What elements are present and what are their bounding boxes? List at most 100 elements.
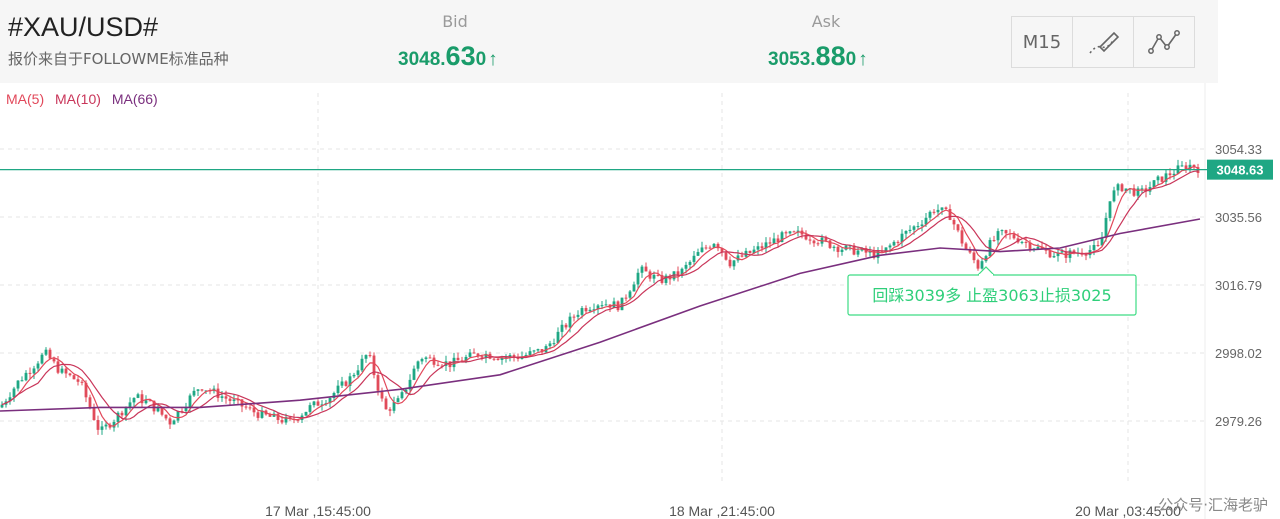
candle-body — [176, 411, 180, 421]
candle-body — [932, 211, 936, 213]
candle-body — [140, 394, 144, 404]
candle-body — [148, 400, 152, 402]
candle-body — [372, 355, 376, 376]
timeframe-button[interactable]: M15 — [1012, 17, 1073, 67]
candle-body — [136, 394, 140, 398]
candle-body — [400, 392, 404, 399]
brush-icon[interactable] — [1073, 17, 1134, 67]
candle-body — [1104, 217, 1108, 238]
candle-body — [644, 266, 648, 272]
candle-body — [720, 248, 724, 253]
candle-body — [940, 207, 944, 210]
candle-body — [244, 406, 248, 408]
candle-body — [1052, 256, 1056, 258]
candle-body — [996, 231, 1000, 241]
candle-body — [584, 308, 588, 312]
x-tick-label: 18 Mar ,21:45:00 — [669, 503, 775, 519]
candle-body — [964, 243, 968, 250]
candle-body — [52, 358, 56, 362]
candle-body — [68, 373, 72, 376]
candle-body — [344, 381, 348, 386]
candle-body — [24, 372, 28, 381]
candle-body — [1040, 246, 1044, 249]
candle-body — [240, 399, 244, 407]
annotation-pointer — [977, 266, 995, 276]
ask-price-fraction: 0 — [845, 49, 857, 70]
candle-body — [788, 231, 792, 234]
bid-price-pips: 63 — [445, 41, 476, 71]
candle-body — [296, 419, 300, 421]
candle-body — [692, 255, 696, 262]
candle-body — [36, 363, 40, 369]
candle-body — [892, 241, 896, 246]
candle-body — [48, 349, 52, 359]
candle-body — [256, 412, 260, 418]
candle-body — [464, 356, 468, 362]
candle-body — [132, 397, 136, 403]
candle-body — [248, 407, 252, 409]
indicator-legend: MA(5) MA(10) MA(66) — [6, 91, 165, 107]
candle-body — [688, 261, 692, 265]
y-tick-label: 2998.02 — [1215, 346, 1262, 361]
candle-body — [1044, 248, 1048, 251]
candle-body — [528, 351, 532, 355]
candle-body — [728, 259, 732, 267]
candle-body — [268, 414, 272, 417]
candle-body — [564, 324, 568, 328]
candle-body — [548, 343, 552, 347]
candle-body — [56, 361, 60, 373]
candle-body — [1036, 246, 1040, 249]
candle-body — [196, 389, 200, 391]
candle-body — [976, 260, 980, 269]
candle-body — [580, 308, 584, 315]
candle-body — [284, 417, 288, 423]
candle-body — [624, 297, 628, 299]
candle-body — [348, 376, 352, 386]
candle-body — [428, 357, 432, 359]
candle-body — [404, 389, 408, 393]
candle-body — [80, 381, 84, 383]
candle-body — [312, 401, 316, 406]
candle-body — [408, 379, 412, 390]
candle-body — [812, 240, 816, 244]
candle-body — [828, 240, 832, 248]
candle-body — [188, 395, 192, 408]
candle-body — [368, 355, 372, 357]
candle-body — [8, 397, 12, 402]
moving-averages-layer — [0, 165, 1201, 427]
candle-body — [948, 209, 952, 220]
candle-body — [748, 250, 752, 254]
candle-body — [504, 357, 508, 359]
chart-grid: 3054.33 3035.56 3016.79 2998.02 2979.26 17 Ma… — [0, 83, 1262, 519]
candle-body — [596, 305, 600, 310]
candle-body — [600, 305, 604, 307]
candle-body — [420, 358, 424, 362]
candle-body — [28, 372, 32, 374]
candle-body — [752, 249, 756, 254]
candle-body — [816, 243, 820, 245]
candle-body — [112, 421, 116, 428]
candle-body — [236, 399, 240, 401]
candle-body — [552, 343, 556, 345]
candle-body — [780, 232, 784, 243]
candle-body — [1004, 230, 1008, 234]
candle-body — [764, 242, 768, 249]
candle-body — [772, 238, 776, 244]
candle-body — [216, 388, 220, 398]
x-tick-label: 20 Mar ,03:45:00 — [1075, 503, 1181, 519]
candle-body — [100, 426, 104, 430]
candle-body — [656, 274, 660, 276]
bid-label: Bid — [442, 12, 468, 31]
candle-body — [1072, 250, 1076, 254]
candle-body — [224, 396, 228, 399]
chart-toolbar: M15 — [1011, 16, 1195, 68]
candle-body — [776, 238, 780, 243]
candle-body — [1160, 176, 1164, 182]
line-chart-icon[interactable] — [1134, 17, 1194, 67]
candle-body — [328, 398, 332, 404]
candlestick-chart[interactable]: 3054.33 3035.56 3016.79 2998.02 2979.26 17 Ma… — [0, 83, 1280, 519]
candle-body — [896, 241, 900, 243]
bid-price: 3048.630 ↑ — [398, 41, 498, 72]
symbol-title: #XAU/USD# — [8, 12, 159, 42]
candle-body — [1184, 165, 1188, 170]
